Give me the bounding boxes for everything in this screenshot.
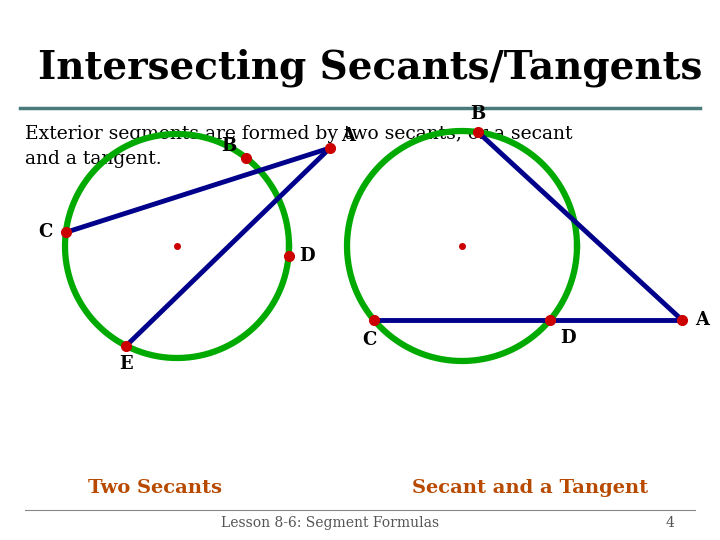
Text: A: A — [695, 311, 709, 329]
Text: Intersecting Secants/Tangents: Intersecting Secants/Tangents — [38, 49, 703, 87]
Text: D: D — [560, 329, 576, 347]
Text: Two Secants: Two Secants — [88, 479, 222, 497]
Text: Exterior segments are formed by two secants, or a secant
and a tangent.: Exterior segments are formed by two seca… — [25, 125, 572, 168]
Text: Secant and a Tangent: Secant and a Tangent — [412, 479, 648, 497]
Text: C: C — [361, 331, 376, 349]
Text: B: B — [221, 137, 237, 155]
Text: C: C — [39, 224, 53, 241]
Text: D: D — [299, 247, 315, 265]
Text: Lesson 8-6: Segment Formulas: Lesson 8-6: Segment Formulas — [221, 516, 439, 530]
Text: 4: 4 — [665, 516, 675, 530]
Text: A: A — [341, 127, 355, 145]
Text: E: E — [120, 355, 133, 373]
Text: B: B — [470, 105, 485, 123]
